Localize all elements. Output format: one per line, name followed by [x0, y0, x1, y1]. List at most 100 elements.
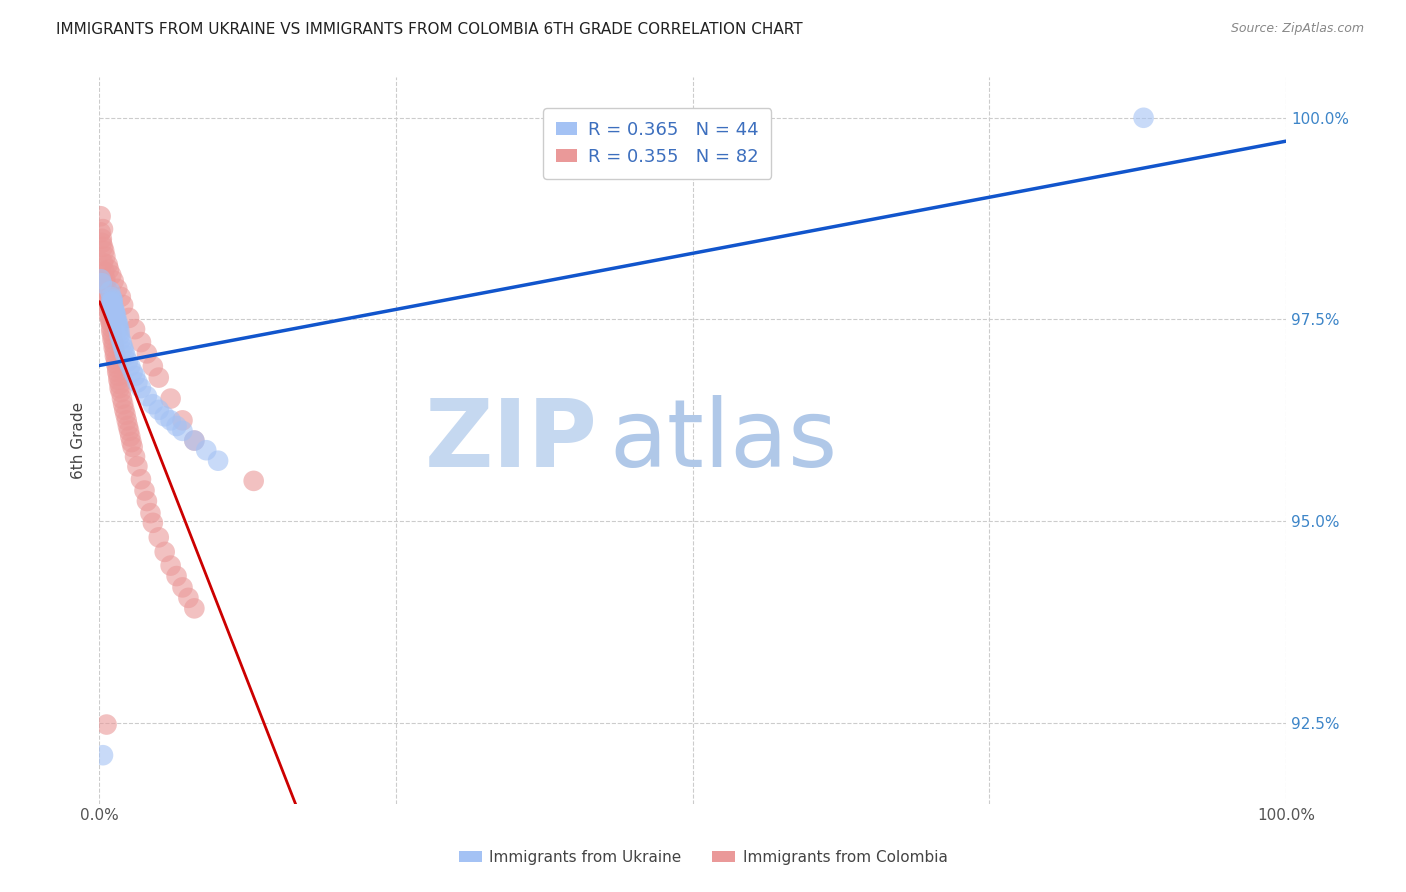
Point [107, 373, 129, 387]
Point [97, 294, 120, 309]
Legend: R = 0.365   N = 44, R = 0.355   N = 82: R = 0.365 N = 44, R = 0.355 N = 82 [543, 108, 772, 178]
Point [107, 369, 129, 384]
Point [135, 389, 157, 403]
Point [101, 296, 124, 310]
Point [114, 349, 136, 363]
Point [142, 516, 165, 530]
Point [124, 322, 146, 336]
Point [94, 276, 117, 290]
Point [101, 293, 124, 307]
Point [121, 435, 143, 450]
Point [112, 344, 135, 359]
Point [112, 341, 135, 355]
Legend: Immigrants from Ukraine, Immigrants from Colombia: Immigrants from Ukraine, Immigrants from… [453, 844, 953, 871]
Point [97, 298, 120, 312]
Point [135, 346, 157, 360]
Point [100, 290, 122, 304]
Point [135, 494, 157, 508]
Point [97, 262, 120, 277]
Point [103, 336, 125, 351]
Point [100, 294, 122, 309]
Point [96, 286, 118, 301]
Point [207, 453, 229, 467]
Point [98, 285, 121, 299]
Point [103, 302, 125, 317]
Point [159, 413, 181, 427]
Point [105, 360, 128, 375]
Point [111, 336, 134, 351]
Point [112, 298, 135, 312]
Point [104, 306, 127, 320]
Point [90, 209, 112, 223]
Point [98, 314, 121, 328]
Point [117, 354, 139, 368]
Text: ZIP: ZIP [425, 394, 598, 486]
Text: IMMIGRANTS FROM UKRAINE VS IMMIGRANTS FROM COLOMBIA 6TH GRADE CORRELATION CHART: IMMIGRANTS FROM UKRAINE VS IMMIGRANTS FR… [56, 22, 803, 37]
Point [105, 312, 128, 326]
Point [183, 434, 205, 448]
Point [101, 293, 124, 308]
Point [177, 591, 200, 605]
Point [242, 474, 264, 488]
Point [105, 314, 128, 328]
Point [90, 272, 112, 286]
Point [127, 459, 149, 474]
Point [105, 357, 128, 371]
Point [104, 349, 127, 363]
Point [117, 419, 139, 434]
Point [172, 424, 194, 438]
Point [100, 320, 122, 334]
Point [172, 413, 194, 427]
Point [159, 558, 181, 573]
Point [108, 381, 131, 395]
Point [110, 385, 132, 400]
Point [90, 235, 112, 250]
Point [97, 309, 120, 323]
Point [112, 397, 135, 411]
Point [129, 335, 152, 350]
Point [148, 402, 170, 417]
Point [107, 318, 129, 333]
Point [124, 369, 146, 384]
Point [90, 276, 112, 290]
Point [104, 304, 127, 318]
Point [94, 250, 117, 264]
Point [105, 309, 128, 323]
Point [93, 264, 115, 278]
Point [172, 580, 194, 594]
Point [111, 392, 134, 406]
Point [101, 328, 124, 343]
Point [103, 301, 125, 315]
Point [139, 506, 162, 520]
Point [98, 310, 121, 325]
Point [166, 419, 188, 434]
Point [110, 333, 132, 347]
Point [148, 530, 170, 544]
Point [97, 304, 120, 318]
Point [105, 365, 128, 379]
Point [91, 748, 114, 763]
Point [91, 222, 114, 236]
Point [96, 717, 118, 731]
Point [108, 325, 131, 339]
Point [124, 450, 146, 464]
Point [153, 545, 176, 559]
Point [105, 282, 128, 296]
Point [103, 341, 125, 355]
Point [134, 483, 156, 498]
Point [153, 409, 176, 424]
Point [112, 402, 135, 417]
Point [120, 359, 142, 374]
Point [100, 298, 122, 312]
Point [103, 274, 125, 288]
Point [108, 377, 131, 392]
Point [104, 344, 127, 359]
Point [94, 272, 117, 286]
Text: Source: ZipAtlas.com: Source: ZipAtlas.com [1230, 22, 1364, 36]
Point [110, 290, 132, 304]
Point [142, 397, 165, 411]
Point [148, 370, 170, 384]
Point [166, 569, 188, 583]
Point [114, 408, 136, 422]
Point [127, 376, 149, 390]
